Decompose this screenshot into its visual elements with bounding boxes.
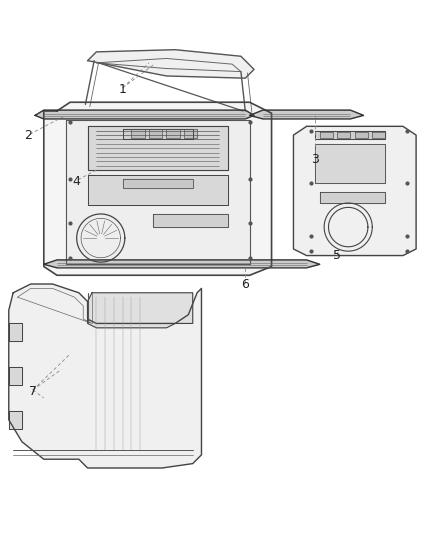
Polygon shape [320,192,385,203]
Polygon shape [293,126,416,255]
Text: 6: 6 [241,278,249,290]
Polygon shape [250,110,364,119]
Polygon shape [166,130,180,138]
Polygon shape [9,324,22,341]
Text: 4: 4 [73,175,81,188]
Text: 1: 1 [119,83,127,95]
Polygon shape [153,214,228,227]
Polygon shape [44,102,272,275]
Polygon shape [315,144,385,183]
Polygon shape [88,50,254,78]
Polygon shape [337,132,350,138]
Polygon shape [88,293,193,328]
Polygon shape [9,411,22,429]
Polygon shape [35,110,254,119]
Polygon shape [88,174,228,205]
Text: 7: 7 [29,385,37,398]
Polygon shape [355,132,368,138]
Text: 2: 2 [25,128,32,142]
Polygon shape [149,130,162,138]
Polygon shape [9,367,22,385]
Text: 5: 5 [333,249,341,262]
Polygon shape [123,128,193,140]
Polygon shape [123,179,193,188]
Polygon shape [44,260,320,268]
Polygon shape [315,131,385,140]
Polygon shape [184,130,197,138]
Polygon shape [88,126,228,170]
Polygon shape [131,130,145,138]
Polygon shape [320,132,333,138]
Text: 3: 3 [311,152,319,166]
Polygon shape [66,120,250,264]
Polygon shape [372,132,385,138]
Polygon shape [9,284,201,468]
